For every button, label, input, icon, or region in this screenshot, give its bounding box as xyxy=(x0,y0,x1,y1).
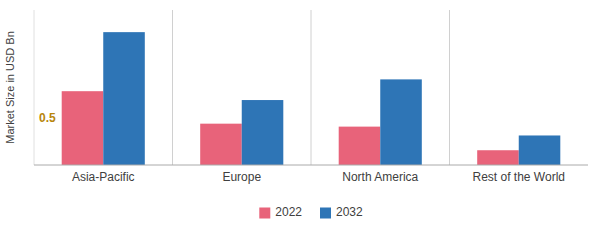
x-tick-label: Asia-Pacific xyxy=(72,170,135,184)
bar xyxy=(62,91,104,165)
x-tick-label: Europe xyxy=(222,170,261,184)
annotation: 0.5 xyxy=(39,111,56,125)
group-separator xyxy=(172,10,173,165)
bar xyxy=(380,79,422,165)
chart: Asia-Pacific Europe North America Rest of t… xyxy=(0,0,598,227)
x-tick-label: Rest of the World xyxy=(473,170,565,184)
y-axis-line xyxy=(34,10,35,165)
y-axis-label: Market Size in USD Bn xyxy=(4,31,16,143)
legend-swatch xyxy=(259,208,270,219)
bar xyxy=(103,32,145,165)
bars xyxy=(62,32,561,165)
chart-container: Asia-Pacific Europe North America Rest of t… xyxy=(0,0,598,227)
legend-swatch xyxy=(320,208,331,219)
bar xyxy=(477,150,519,165)
legend: 2022 2032 xyxy=(259,205,363,219)
bar xyxy=(339,127,381,165)
group-separator xyxy=(311,10,312,165)
bar xyxy=(519,135,561,165)
bar xyxy=(242,100,284,165)
legend-label: 2022 xyxy=(275,205,302,219)
bar xyxy=(200,124,242,165)
x-tick-label: North America xyxy=(342,170,418,184)
x-axis xyxy=(34,165,588,166)
group-separator xyxy=(449,10,450,165)
legend-label: 2032 xyxy=(336,205,363,219)
